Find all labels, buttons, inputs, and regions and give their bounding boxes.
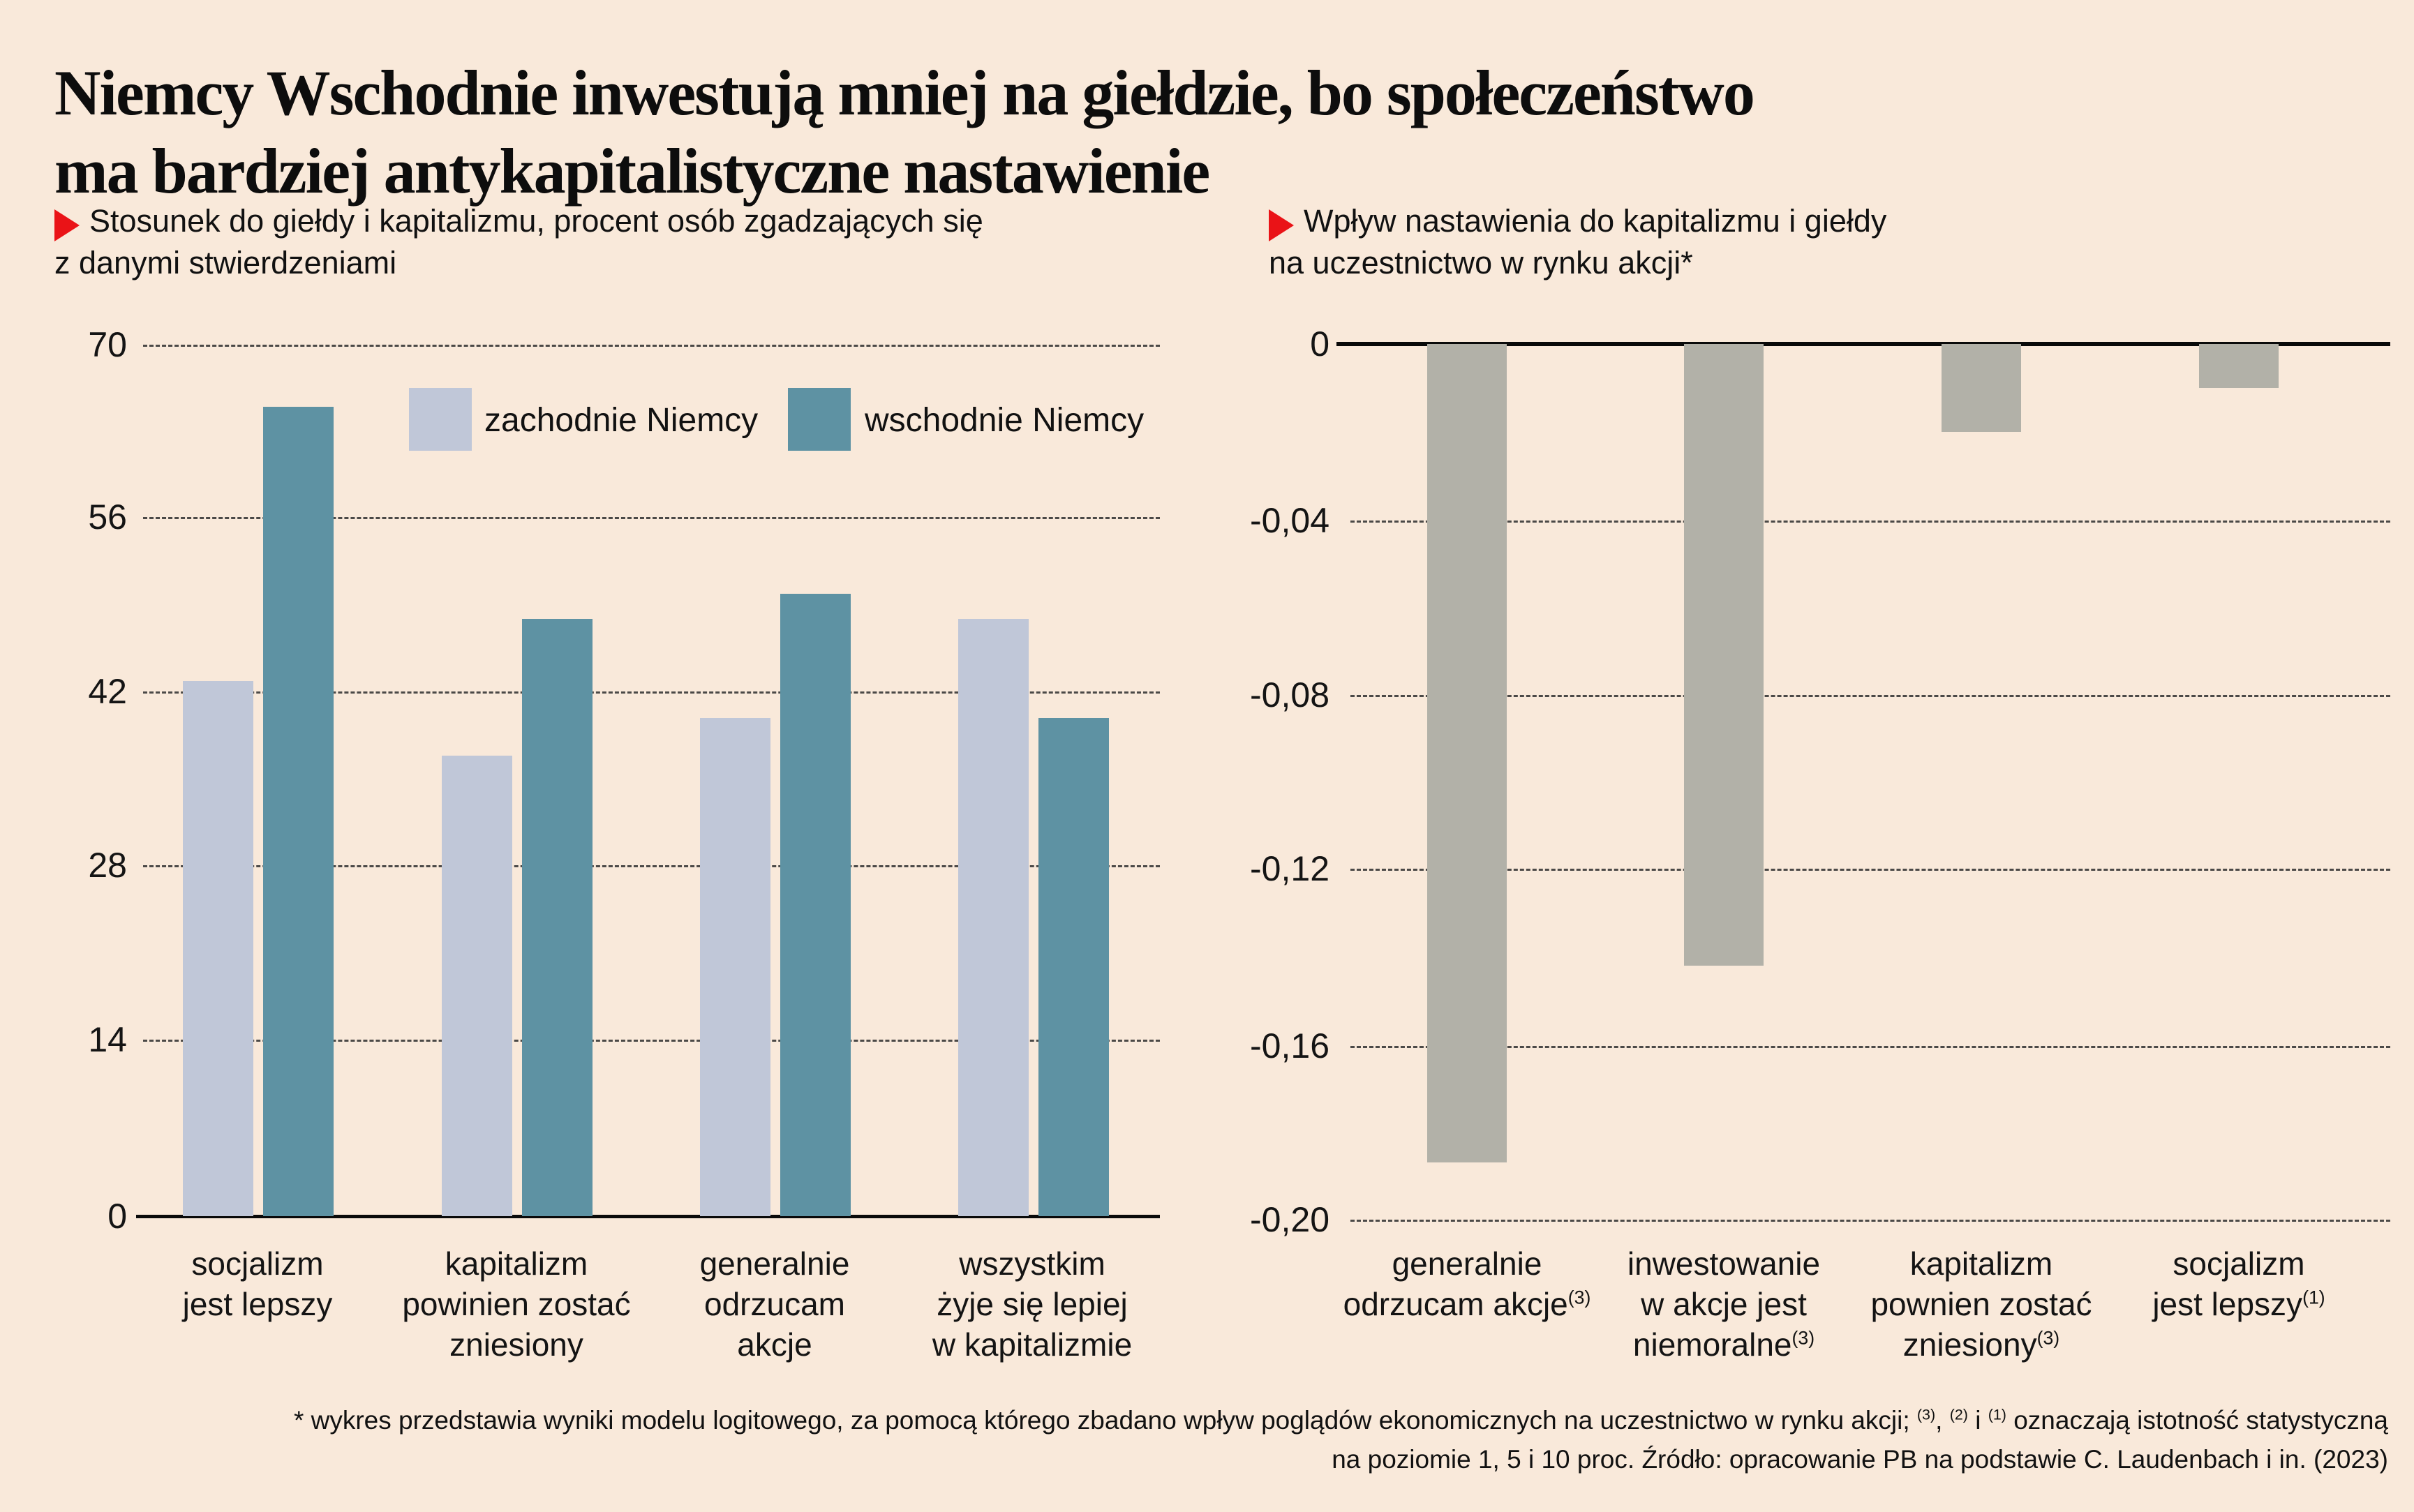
y-axis-tick-label: 56: [88, 497, 127, 537]
y-axis-tick-label: 70: [88, 325, 127, 364]
x-axis-category-label: generalnie odrzucam akcje(3): [1327, 1243, 1607, 1324]
category-label-line: generalnie: [699, 1245, 850, 1282]
gridline: [143, 865, 1160, 867]
category-label-line: socjalizm: [2173, 1245, 2305, 1282]
legend-label-wschodnie: wschodnie Niemcy: [865, 402, 1145, 439]
category-label-line: w kapitalizmie: [932, 1326, 1133, 1363]
category-label-line: powinien zostać: [402, 1286, 631, 1322]
legend-swatch-wschodnie: [788, 388, 851, 451]
right-chart-kicker-line2: na uczestnictwo w rynku akcji*: [1269, 245, 1693, 280]
x-axis-category-label: socjalizm jest lepszy(1): [2099, 1243, 2378, 1324]
bar-zachodnie-group4: [958, 619, 1029, 1216]
gridline: [143, 345, 1160, 347]
y-axis-tick-label: -0,20: [1250, 1200, 1329, 1239]
bar-zachodnie-group2: [442, 756, 512, 1216]
y-axis-tick-label: 42: [88, 672, 127, 711]
significance-superscript: (3): [2036, 1327, 2060, 1349]
bar-effect-group4: [2199, 344, 2279, 388]
category-label-line: zniesiony: [449, 1326, 583, 1363]
footnote: * wykres przedstawia wyniki modelu logit…: [209, 1401, 2388, 1479]
left-chart-kicker-line2: z danymi stwierdzeniami: [54, 245, 397, 280]
gridline: [143, 517, 1160, 519]
y-axis-tick-label: 14: [88, 1020, 127, 1059]
gridline: [143, 691, 1160, 694]
category-label-line: w akcje jest: [1641, 1286, 1807, 1322]
gridline: [1350, 521, 2390, 523]
x-axis-category-label: inwestowanie w akcje jest niemoralne(3): [1584, 1243, 1863, 1365]
page-title-line1: Niemcy Wschodnie inwestują mniej na gieł…: [54, 57, 1755, 128]
significance-superscript: (1): [2302, 1287, 2325, 1308]
bar-effect-group3: [1942, 344, 2021, 432]
bar-wschodnie-group3: [780, 594, 851, 1216]
category-label-line: jest lepszy(1): [2152, 1286, 2325, 1322]
x-axis-line: [136, 1215, 1160, 1218]
category-label-line: jest lepszy: [182, 1286, 333, 1322]
significance-superscript: (1): [1988, 1406, 2006, 1423]
y-axis-tick-label: -0,04: [1250, 501, 1329, 540]
bar-effect-group1: [1427, 344, 1507, 1162]
bar-zachodnie-group3: [700, 718, 770, 1216]
y-axis-tick-label: 0: [107, 1197, 127, 1236]
category-label-line: socjalizm: [191, 1245, 324, 1282]
gridline: [1350, 1220, 2390, 1222]
category-label-line: generalnie: [1392, 1245, 1542, 1282]
x-axis-category-label: socjalizm jest lepszy: [118, 1243, 397, 1324]
x-axis-category-label: kapitalizm powinien zostać zniesiony: [377, 1243, 656, 1365]
legend-label-zachodnie: zachodnie Niemcy: [484, 402, 759, 439]
significance-superscript: (2): [1949, 1406, 1968, 1423]
bar-zachodnie-group1: [183, 681, 253, 1216]
significance-superscript: (3): [1567, 1287, 1591, 1308]
page-title-line2: ma bardziej antykapitalistyczne nastawie…: [54, 135, 1210, 207]
gridline: [1350, 1046, 2390, 1048]
category-label-line: wszystkim: [959, 1245, 1105, 1282]
gridline: [1350, 869, 2390, 871]
x-axis-category-label: wszystkim żyje się lepiej w kapitalizmie: [893, 1243, 1172, 1365]
kicker-triangle-icon: [1269, 209, 1294, 241]
zero-axis-line: [1336, 342, 2390, 346]
category-label-line: inwestowanie: [1627, 1245, 1821, 1282]
category-label-line: odrzucam: [704, 1286, 845, 1322]
y-axis-tick-label: 0: [1310, 324, 1329, 364]
gridline: [1350, 695, 2390, 697]
footnote-line1: * wykres przedstawia wyniki modelu logit…: [293, 1406, 2388, 1435]
footnote-line2: na poziomie 1, 5 i 10 proc. Źródło: opra…: [1332, 1445, 2388, 1474]
significance-superscript: (3): [1916, 1406, 1936, 1423]
right-chart-kicker-line1: Wpływ nastawienia do kapitalizmu i giełd…: [1304, 203, 1887, 239]
bar-wschodnie-group4: [1038, 718, 1109, 1216]
y-axis-tick-label: -0,12: [1250, 849, 1329, 888]
significance-superscript: (3): [1791, 1327, 1815, 1349]
x-axis-category-label: generalnie odrzucam akcje: [635, 1243, 914, 1365]
category-label-line: akcje: [737, 1326, 812, 1363]
kicker-triangle-icon: [54, 209, 80, 241]
bar-wschodnie-group2: [522, 619, 593, 1216]
y-axis-tick-label: -0,08: [1250, 675, 1329, 714]
y-axis-tick-label: 28: [88, 846, 127, 885]
bar-effect-group2: [1684, 344, 1764, 966]
gridline: [143, 1040, 1160, 1042]
category-label-line: zniesiony(3): [1902, 1326, 2060, 1363]
y-axis-tick-label: -0,16: [1250, 1026, 1329, 1065]
x-axis-category-label: kapitalizm pownien zostać zniesiony(3): [1842, 1243, 2121, 1365]
legend-swatch-zachodnie: [409, 388, 472, 451]
left-chart-kicker-line1: Stosunek do giełdy i kapitalizmu, procen…: [89, 203, 983, 239]
category-label-line: kapitalizm: [445, 1245, 588, 1282]
bar-wschodnie-group1: [263, 407, 334, 1216]
category-label-line: niemoralne(3): [1632, 1326, 1815, 1363]
category-label-line: odrzucam akcje(3): [1343, 1286, 1591, 1322]
category-label-line: żyje się lepiej: [937, 1286, 1128, 1322]
category-label-line: kapitalizm: [1909, 1245, 2053, 1282]
category-label-line: pownien zostać: [1870, 1286, 2092, 1322]
